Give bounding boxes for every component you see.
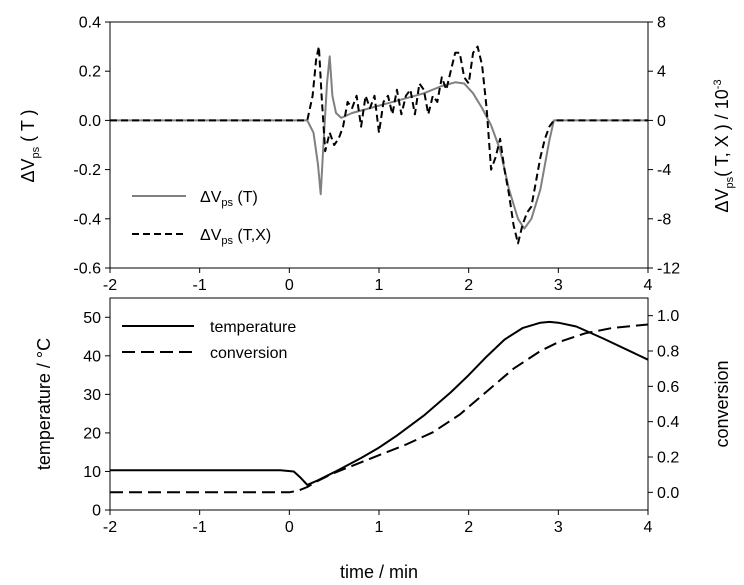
bottom-series-lines (110, 320, 649, 494)
x-tick-label: -2 (103, 277, 117, 294)
top-left-y-axis-label: ΔVps ( T ) (18, 110, 42, 183)
right-y-tick-label: 8 (657, 15, 666, 32)
left-y-tick-label: 10 (83, 464, 101, 481)
right-y-tick-label: 4 (657, 64, 666, 81)
right-y-tick-label: 0.2 (657, 450, 679, 467)
top-right-y-axis-label: ΔVps( T, X ) / 10-3 (712, 79, 736, 212)
top-series-lines (110, 45, 648, 245)
x-tick-label: -1 (193, 519, 207, 536)
right-y-tick-label: 0.8 (657, 344, 679, 361)
x-tick-label: 1 (375, 519, 384, 536)
top-x-axis: -2 -1 0 1 2 3 4 (103, 268, 653, 294)
legend-label-dvps-t: ΔVps (T) (200, 189, 258, 209)
right-y-tick-label: 0 (657, 113, 666, 130)
left-y-tick-label: 20 (83, 425, 101, 442)
bottom-x-axis-label: time / min (340, 562, 418, 582)
x-tick-label: 0 (285, 277, 294, 294)
right-y-tick-label: -12 (657, 261, 680, 278)
left-y-tick-label: 0.4 (79, 15, 101, 32)
x-tick-label: 0 (285, 519, 294, 536)
left-y-tick-label: 0 (92, 503, 101, 520)
x-tick-label: 3 (554, 277, 563, 294)
x-tick-label: 1 (375, 277, 384, 294)
x-tick-label: 2 (464, 277, 473, 294)
right-y-tick-label: 0.4 (657, 414, 679, 431)
x-tick-label: 2 (464, 519, 473, 536)
legend-label-temperature: temperature (210, 319, 296, 336)
left-y-tick-label: -0.2 (73, 162, 101, 179)
top-right-y-axis: -12 -8 -4 0 4 8 (648, 15, 680, 278)
bottom-right-y-axis: 0.0 0.2 0.4 0.6 0.8 1.0 (648, 308, 679, 502)
left-y-tick-label: -0.6 (73, 261, 101, 278)
bottom-right-y-axis-label: conversion (712, 360, 732, 447)
series-line-dvps-t (110, 55, 648, 230)
bottom-plot-frame (109, 297, 649, 511)
legend-label-dvps-tx: ΔVps (T,X) (200, 227, 271, 247)
right-y-tick-label: -4 (657, 162, 671, 179)
left-y-tick-label: 0.2 (79, 64, 101, 81)
legend-label-conversion: conversion (210, 345, 287, 362)
x-tick-label: -2 (103, 519, 117, 536)
top-legend: ΔVps (T) ΔVps (T,X) (132, 189, 271, 247)
top-left-y-axis: -0.6 -0.4 -0.2 0.0 0.2 0.4 (73, 15, 110, 278)
left-y-tick-label: 0.0 (79, 113, 101, 130)
x-tick-label: 3 (554, 519, 563, 536)
right-y-tick-label: 0.0 (657, 485, 679, 502)
bottom-left-y-axis-label: temperature / °C (34, 338, 54, 470)
right-y-tick-label: 1.0 (657, 308, 679, 325)
x-tick-label: 4 (644, 519, 653, 536)
series-line-conversion (110, 323, 649, 494)
bottom-legend: temperature conversion (122, 319, 296, 362)
bottom-left-y-axis: 0 10 20 30 40 50 (83, 310, 110, 520)
x-tick-label: -1 (193, 277, 207, 294)
top-plot-frame (109, 21, 649, 269)
left-y-tick-label: -0.4 (73, 211, 101, 228)
bottom-panel: -2 -1 0 1 2 3 4 0 10 20 30 40 50 0.0 0.2 0.4 0.6 0.8 1.0… (34, 297, 732, 582)
top-panel: -2 -1 0 1 2 3 4 -0.6 -0.4 -0.2 0.0 0.2 0.4 -12 -8 -4 0… (18, 15, 736, 295)
left-y-tick-label: 30 (83, 387, 101, 404)
series-line-temperature (110, 320, 649, 486)
x-tick-label: 4 (644, 277, 653, 294)
bottom-x-axis: -2 -1 0 1 2 3 4 (103, 510, 653, 536)
series-line-dvps-tx (110, 45, 648, 245)
left-y-tick-label: 50 (83, 310, 101, 327)
right-y-tick-label: 0.6 (657, 379, 679, 396)
right-y-tick-label: -8 (657, 211, 671, 228)
left-y-tick-label: 40 (83, 348, 101, 365)
